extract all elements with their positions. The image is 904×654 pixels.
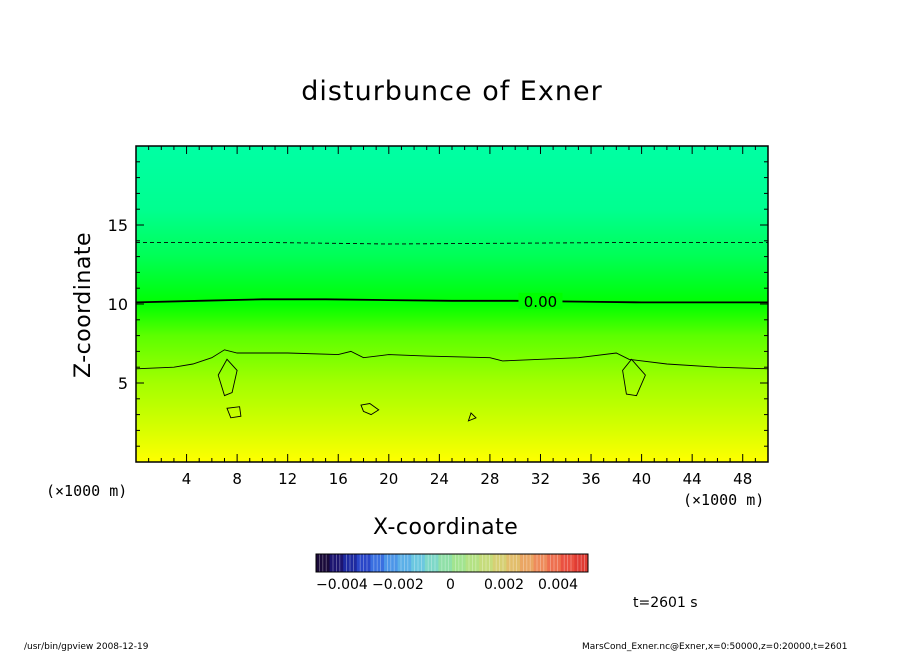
x-tick-label: 32 xyxy=(531,470,550,488)
contour-blob xyxy=(226,406,242,419)
colorbar-segment xyxy=(424,554,439,572)
colorbar-segment xyxy=(574,554,589,572)
contour-label: 0.00 xyxy=(524,293,557,311)
colorbar-segment xyxy=(316,554,331,572)
contour-blob xyxy=(360,403,380,416)
x-tick-label: 20 xyxy=(379,470,398,488)
contour-line xyxy=(135,349,769,370)
colorbar-segment xyxy=(343,554,358,572)
colorbar-tick-label: 0.004 xyxy=(538,577,579,593)
colorbar-segment xyxy=(560,554,575,572)
y-tick-label: 5 xyxy=(118,374,128,393)
colorbar-segment xyxy=(370,554,385,572)
colorbar-tick-label: 0.002 xyxy=(484,577,525,593)
colorbar-segment xyxy=(397,554,412,572)
x-tick-label: 4 xyxy=(182,470,192,488)
x-tick-label: 24 xyxy=(430,470,449,488)
colorbar-segment xyxy=(533,554,548,572)
time-label: t=2601 s xyxy=(633,595,698,611)
contour-blob xyxy=(217,358,238,397)
x-tick-label: 12 xyxy=(278,470,297,488)
colorbar-segment xyxy=(547,554,562,572)
x-tick-label: 16 xyxy=(329,470,348,488)
colorbar-segment xyxy=(520,554,535,572)
chart-title: disturbunce of Exner xyxy=(301,76,603,107)
y-tick-label: 10 xyxy=(108,295,128,314)
colorbar-segment xyxy=(356,554,371,572)
colorbar-segment xyxy=(438,554,453,572)
contour-line xyxy=(136,241,768,245)
y-axis-label: Z-coordinate xyxy=(71,232,96,378)
x-tick-label: 48 xyxy=(733,470,752,488)
colorbar-segment xyxy=(479,554,494,572)
contour-blob xyxy=(622,358,646,397)
contour-blob xyxy=(467,412,477,422)
colorbar-tick-label: 0 xyxy=(446,577,455,593)
x-unit-label-right: (×1000 m) xyxy=(683,491,765,509)
colorbar-segment xyxy=(465,554,480,572)
colorbar-segment xyxy=(384,554,399,572)
y-tick-label: 15 xyxy=(108,216,128,235)
colorbar-tick-label: −0.004 xyxy=(316,577,368,593)
x-tick-label: 28 xyxy=(480,470,499,488)
colorbar-frame xyxy=(315,553,589,573)
x-axis-label: X-coordinate xyxy=(373,515,519,540)
colorbar-segment xyxy=(411,554,426,572)
x-tick-label: 44 xyxy=(683,470,702,488)
colorbar-tick-label: −0.002 xyxy=(372,577,424,593)
colorbar-segment xyxy=(329,554,344,572)
contour-line xyxy=(135,298,768,304)
x-tick-label: 8 xyxy=(232,470,242,488)
footer-dataset-info: MarsCond_Exner.nc@Exner,x=0:50000,z=0:20… xyxy=(582,642,848,652)
x-tick-label: 36 xyxy=(581,470,600,488)
footer-program-date: /usr/bin/gpview 2008-12-19 xyxy=(24,642,149,652)
colorbar-segment xyxy=(506,554,521,572)
heatmap-field xyxy=(136,146,768,462)
x-unit-label-left: (×1000 m) xyxy=(46,482,128,500)
colorbar-segment xyxy=(492,554,507,572)
colorbar-segment xyxy=(452,554,467,572)
x-tick-label: 40 xyxy=(632,470,651,488)
